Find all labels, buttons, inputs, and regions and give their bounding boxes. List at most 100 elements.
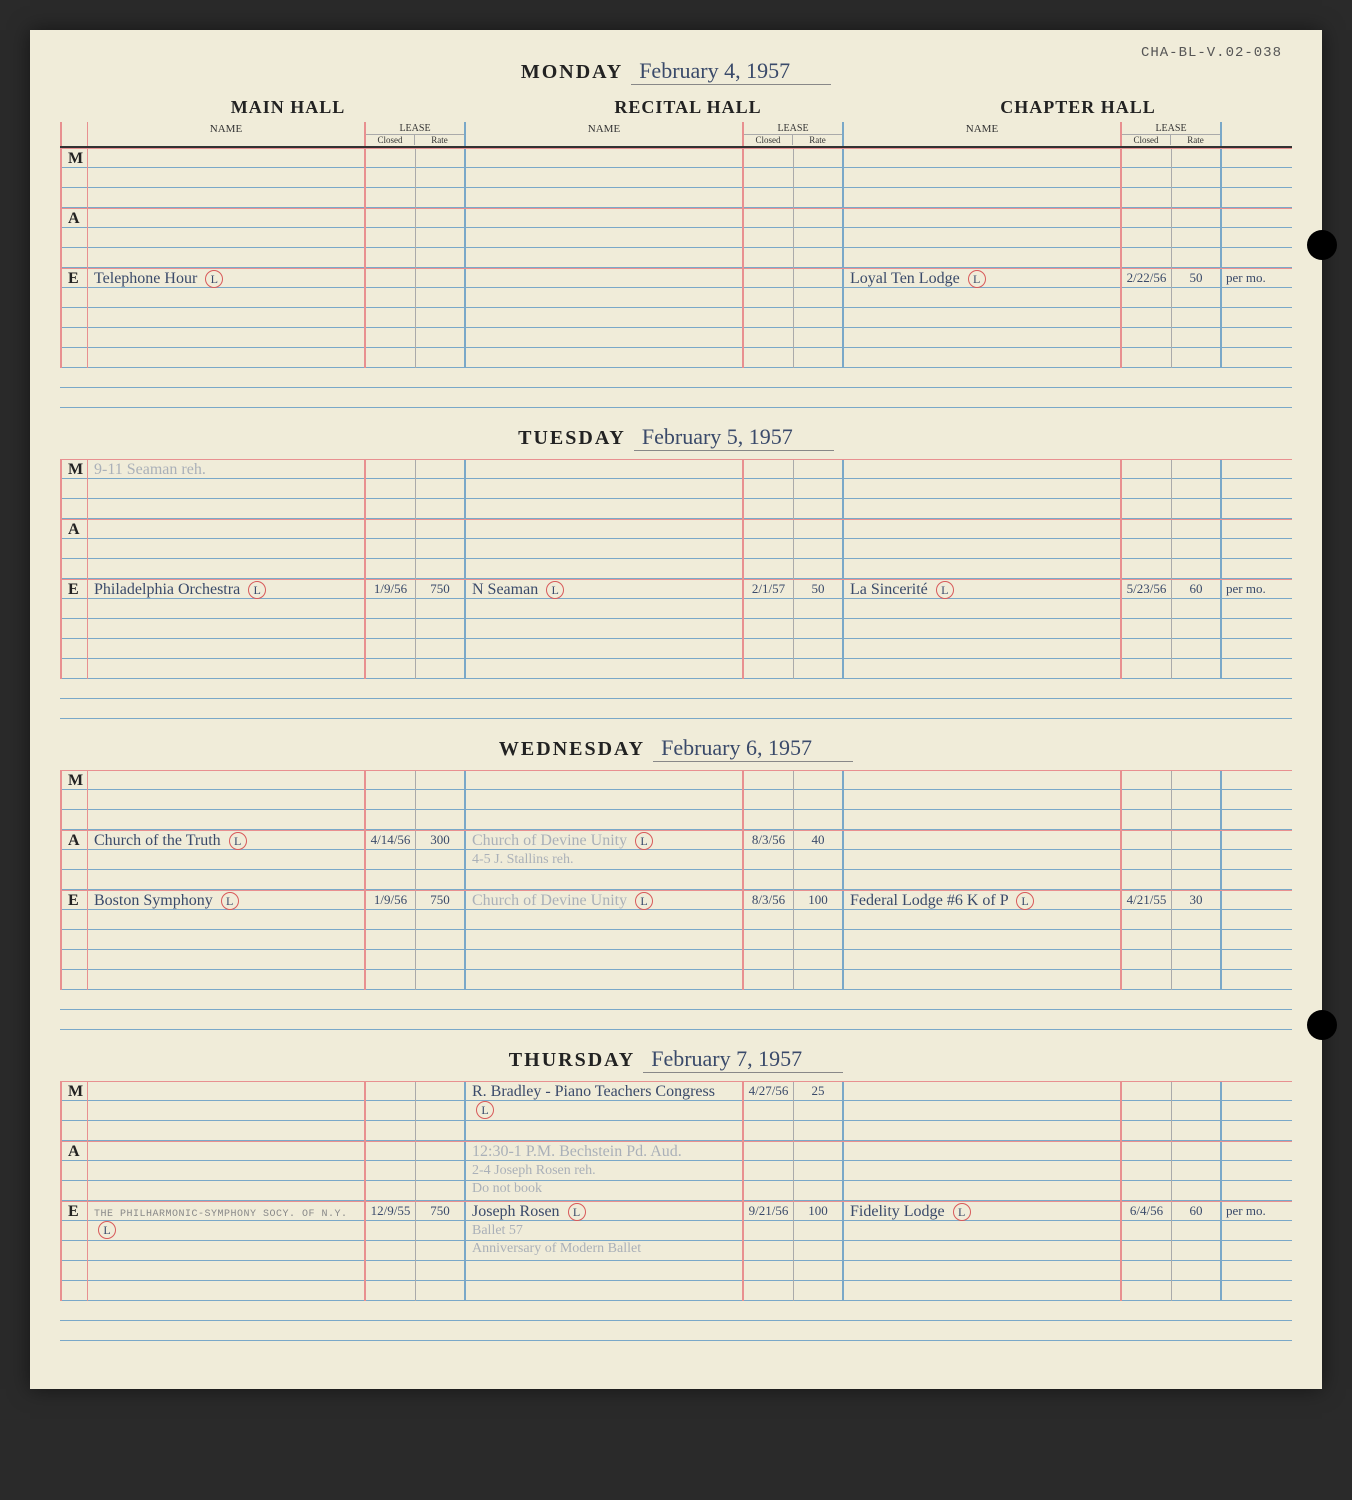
row-M: M [60,770,1292,830]
col-timeslot [60,122,88,146]
rate-main-E [416,268,466,368]
ledger-body: MAETelephone Hour LLoyal Ten Lodge L2/22… [60,148,1292,408]
timeslot-E: E [60,579,88,679]
rate-main-M [416,770,466,830]
entry-main-A [88,208,366,268]
closed-chapter-E: 6/4/56 [1122,1201,1172,1301]
day-block-3: THURSDAYFebruary 7, 1957 MR. Bradley - Pi… [60,1038,1292,1341]
closed-main-E: 1/9/56 [366,579,416,679]
notes-A [1222,830,1292,890]
rate-recital-M: 25 [794,1081,844,1141]
day-header: THURSDAYFebruary 7, 1957 [60,1038,1292,1077]
closed-recital-E [744,268,794,368]
closed-main-M [366,770,416,830]
notes-E: per mo. [1222,1201,1292,1301]
notes-M [1222,770,1292,830]
entry-chapter-E: La Sincerité L [844,579,1122,679]
entry-main-A [88,1141,366,1201]
entry-recital-M [466,148,744,208]
col-lease-chapter: LEASEClosedRate [1122,122,1222,146]
entry-chapter-A [844,1141,1122,1201]
closed-chapter-A [1122,519,1172,579]
rate-chapter-E: 30 [1172,890,1222,990]
row-A: A [60,519,1292,579]
entry-main-M [88,148,366,208]
entry-main-M [88,770,366,830]
closed-main-A [366,1141,416,1201]
archive-id: CHA-BL-V.02-038 [1141,45,1282,61]
row-M: MR. Bradley - Piano Teachers Congress L4… [60,1081,1292,1141]
rate-main-E: 750 [416,1201,466,1301]
col-header-row: NAMELEASEClosedRateNAMELEASEClosedRateNA… [60,122,1292,148]
rate-chapter-M [1172,459,1222,519]
col-notes [1222,122,1292,146]
punch-hole [1307,230,1337,260]
entry-chapter-A [844,208,1122,268]
timeslot-E: E [60,268,88,368]
day-block-2: WEDNESDAYFebruary 6, 1957 MAChurch of the… [60,727,1292,1030]
rate-chapter-E: 60 [1172,1201,1222,1301]
rate-chapter-A [1172,830,1222,890]
row-M: M9-11 Seaman reh. [60,459,1292,519]
closed-recital-M [744,459,794,519]
date: February 4, 1957 [631,58,831,85]
closed-recital-A [744,208,794,268]
rate-chapter-A [1172,519,1222,579]
entry-main-M: 9-11 Seaman reh. [88,459,366,519]
hall-header-recital: RECITAL HALL [488,97,888,118]
notes-E: per mo. [1222,268,1292,368]
row-A: A12:30-1 P.M. Bechstein Pd. Aud.2-4 Jose… [60,1141,1292,1201]
closed-chapter-M [1122,770,1172,830]
rate-recital-E [794,268,844,368]
row-M: M [60,148,1292,208]
entry-recital-A [466,519,744,579]
closed-recital-E: 9/21/56 [744,1201,794,1301]
closed-chapter-M [1122,1081,1172,1141]
entry-recital-E: N Seaman L [466,579,744,679]
date: February 6, 1957 [653,735,853,762]
closed-recital-A: 8/3/56 [744,830,794,890]
row-E: ETelephone Hour LLoyal Ten Lodge L2/22/5… [60,268,1292,368]
closed-chapter-E: 2/22/56 [1122,268,1172,368]
rate-recital-A [794,519,844,579]
closed-recital-E: 2/1/57 [744,579,794,679]
entry-recital-E: Joseph Rosen LBallet 57Anniversary of Mo… [466,1201,744,1301]
entry-recital-M [466,770,744,830]
closed-main-M [366,148,416,208]
closed-chapter-E: 4/21/55 [1122,890,1172,990]
closed-chapter-M [1122,148,1172,208]
col-lease-recital: LEASEClosedRate [744,122,844,146]
ledger-body: M9-11 Seaman reh.AEPhiladelphia Orchestr… [60,459,1292,719]
entry-chapter-M [844,770,1122,830]
notes-A [1222,208,1292,268]
rate-main-M [416,148,466,208]
day-header: MONDAY February 4, 1957 [60,50,1292,89]
day-header: TUESDAYFebruary 5, 1957 [60,416,1292,455]
weekday: MONDAY [521,61,623,84]
entry-chapter-E: Fidelity Lodge L [844,1201,1122,1301]
ledger-body: MAChurch of the Truth L4/14/56300Church … [60,770,1292,1030]
closed-recital-M: 4/27/56 [744,1081,794,1141]
closed-main-A [366,519,416,579]
entry-main-M [88,1081,366,1141]
row-E: EBoston Symphony L1/9/56750Church of Dev… [60,890,1292,990]
col-name-main: NAME [88,122,366,146]
ledger-page: CHA-BL-V.02-038 MONDAYFebruary 4, 1957MA… [30,30,1322,1389]
hall-header-chapter: CHAPTER HALL [888,97,1268,118]
timeslot-A: A [60,519,88,579]
rate-chapter-E: 50 [1172,268,1222,368]
day-block-0: MONDAYFebruary 4, 1957MAIN HALLRECITAL H… [60,50,1292,408]
rate-chapter-E: 60 [1172,579,1222,679]
timeslot-M: M [60,1081,88,1141]
notes-A [1222,1141,1292,1201]
timeslot-A: A [60,830,88,890]
entry-chapter-A [844,519,1122,579]
punch-hole [1307,1010,1337,1040]
rate-chapter-M [1172,148,1222,208]
rate-recital-M [794,148,844,208]
rate-chapter-A [1172,1141,1222,1201]
rate-recital-A: 40 [794,830,844,890]
entry-chapter-E: Federal Lodge #6 K of P L [844,890,1122,990]
rate-main-E: 750 [416,579,466,679]
day-header: WEDNESDAYFebruary 6, 1957 [60,727,1292,766]
